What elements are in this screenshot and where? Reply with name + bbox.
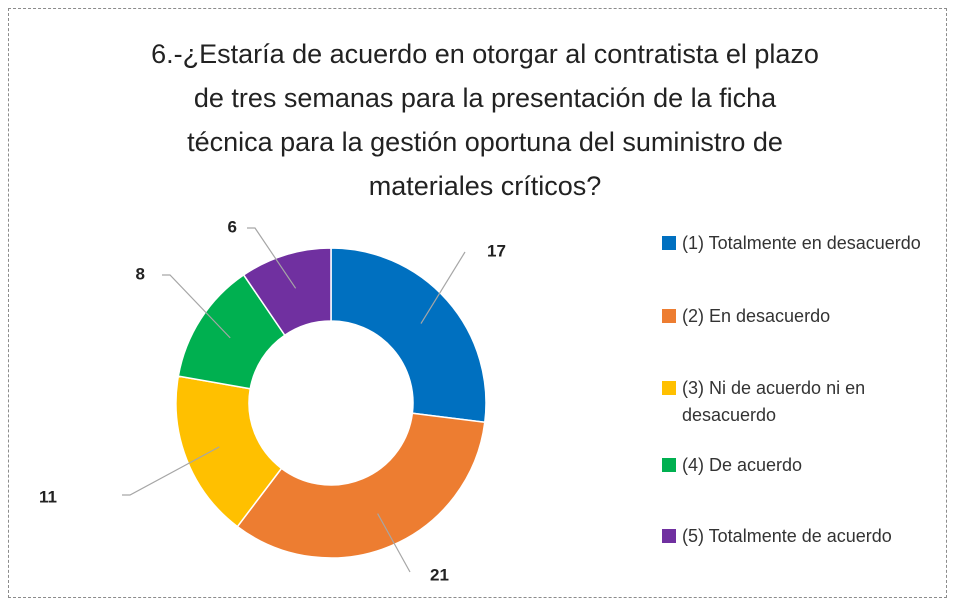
legend-swatch xyxy=(662,309,676,323)
donut-slice xyxy=(242,247,332,337)
legend-item: (2) En desacuerdo xyxy=(662,303,947,330)
legend-label: (2) En desacuerdo xyxy=(682,306,831,326)
legend-item: (5) Totalmente de acuerdo xyxy=(662,523,947,550)
legend-label: (3) Ni de acuerdo ni en desacuerdo xyxy=(682,378,866,425)
leader-line xyxy=(162,274,231,339)
leader-line xyxy=(377,513,411,573)
leader-line xyxy=(420,251,466,324)
leader-line xyxy=(247,227,297,289)
data-label: 8 xyxy=(136,264,145,283)
donut-slice xyxy=(236,412,486,559)
donut-slice xyxy=(175,375,283,528)
leader-line xyxy=(122,446,220,496)
chart-title: 6.-¿Estaría de acuerdo en otorgar al con… xyxy=(151,39,819,201)
legend-label: (5) Totalmente de acuerdo xyxy=(682,526,892,546)
data-label: 21 xyxy=(430,565,449,584)
legend-swatch xyxy=(662,458,676,472)
data-label: 6 xyxy=(228,217,237,236)
legend-item: (3) Ni de acuerdo ni en desacuerdo xyxy=(662,375,947,429)
legend-item: (1) Totalmente en desacuerdo xyxy=(662,230,947,257)
legend-item: (4) De acuerdo xyxy=(662,452,947,479)
chart-border xyxy=(8,8,947,598)
legend-swatch xyxy=(662,381,676,395)
legend-label: (4) De acuerdo xyxy=(682,455,803,475)
data-label: 17 xyxy=(487,241,506,260)
data-label: 11 xyxy=(39,487,57,506)
legend-label: (1) Totalmente en desacuerdo xyxy=(682,233,921,253)
legend-swatch xyxy=(662,236,676,250)
legend-swatch xyxy=(662,529,676,543)
donut-slice xyxy=(330,247,487,424)
